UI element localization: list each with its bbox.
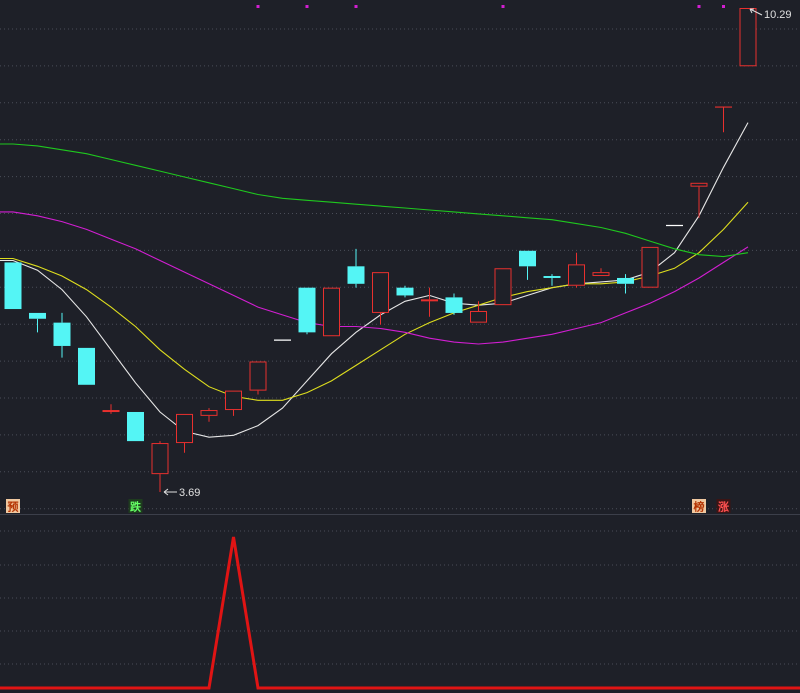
signal-badge-bg xyxy=(6,499,20,513)
ma-line-green xyxy=(0,143,749,258)
signal-badge-bg xyxy=(716,499,731,513)
signal-badge-text: 预 xyxy=(8,500,19,514)
candle-body xyxy=(543,276,561,278)
candle xyxy=(200,408,218,422)
top-marker xyxy=(501,5,505,8)
signal-badge-text: 跌 xyxy=(130,500,142,514)
signal-badge: 预 xyxy=(6,499,20,514)
high-price-label: 10.29 xyxy=(764,9,792,21)
candle-body xyxy=(568,264,585,286)
candle xyxy=(176,413,193,453)
candle xyxy=(592,268,610,277)
ma-line-magenta xyxy=(0,211,749,345)
candle-body xyxy=(249,361,267,391)
candle-body xyxy=(396,287,414,296)
candle xyxy=(53,312,71,358)
candle-body xyxy=(225,390,242,411)
main-grid xyxy=(0,28,800,510)
candle xyxy=(690,182,708,218)
candle-body xyxy=(151,443,169,475)
candle-body xyxy=(494,268,512,306)
candle-body xyxy=(519,250,536,267)
candle-body xyxy=(127,411,144,442)
indicator-line xyxy=(0,536,800,690)
candle-body xyxy=(470,310,487,323)
low-arrow xyxy=(163,488,177,496)
candle-body xyxy=(592,272,610,277)
signal-badge: 榜 xyxy=(692,499,706,514)
candle-body xyxy=(690,182,708,187)
candle xyxy=(568,252,585,288)
top-marker xyxy=(354,5,358,8)
candle xyxy=(543,274,561,286)
candle-body xyxy=(323,287,340,337)
candle-body xyxy=(53,322,71,346)
signal-badge-bg xyxy=(128,499,143,513)
candle xyxy=(421,287,438,317)
candlesticks xyxy=(4,8,757,492)
candle-body xyxy=(176,413,193,444)
candle xyxy=(151,441,169,492)
top-marker xyxy=(256,5,260,8)
candle-body xyxy=(445,297,463,313)
top-markers xyxy=(256,5,725,8)
candle xyxy=(494,268,512,306)
candle-body xyxy=(102,410,120,413)
candle-body xyxy=(739,8,757,67)
candle-body xyxy=(372,272,389,313)
candle xyxy=(323,287,340,337)
low-price-label: 3.69 xyxy=(179,487,200,499)
candle xyxy=(470,301,487,323)
candle xyxy=(739,8,757,67)
indicator-panel xyxy=(0,536,800,690)
candle xyxy=(249,361,267,395)
top-marker xyxy=(305,5,309,8)
candle-body xyxy=(421,299,438,302)
price-annotations: 10.29 3.69 xyxy=(163,8,792,499)
signal-badge: 跌 xyxy=(128,499,143,514)
candle xyxy=(396,285,414,298)
candle xyxy=(715,106,732,133)
candle xyxy=(29,312,46,333)
candle-body xyxy=(29,312,46,319)
signal-badge-text: 榜 xyxy=(694,500,705,514)
top-marker xyxy=(722,5,725,8)
candle xyxy=(617,274,634,294)
signal-badge-text: 涨 xyxy=(718,500,729,514)
signal-badges: 预 跌 榜涨 xyxy=(6,499,731,514)
candle-body xyxy=(641,246,659,288)
candle xyxy=(372,272,389,325)
candle xyxy=(4,262,22,310)
candle xyxy=(298,287,316,335)
signal-badge-bg xyxy=(692,499,706,513)
candle xyxy=(519,250,536,280)
candle-body xyxy=(347,266,365,284)
high-arrow xyxy=(749,8,763,16)
candle-body xyxy=(200,410,218,416)
candle xyxy=(102,404,120,414)
indicator-grid xyxy=(0,530,800,665)
candle-body xyxy=(298,287,316,333)
candle-body xyxy=(78,347,95,385)
candle-body xyxy=(617,277,634,284)
candle xyxy=(641,246,659,288)
candle xyxy=(225,390,242,416)
candle xyxy=(78,347,95,385)
candle-body xyxy=(4,262,22,310)
top-marker xyxy=(697,5,701,8)
candle xyxy=(445,293,463,315)
signal-badge: 涨 xyxy=(716,499,731,514)
candle xyxy=(127,411,144,442)
candle xyxy=(347,248,365,288)
